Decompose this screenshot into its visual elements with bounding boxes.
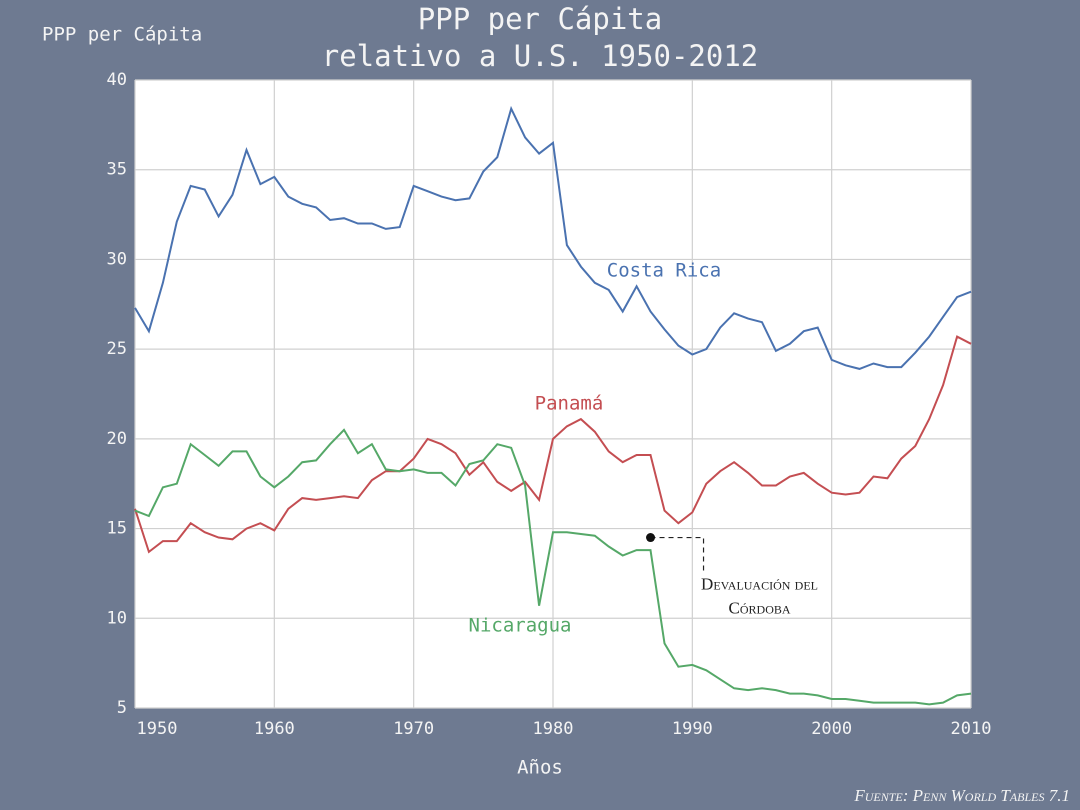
y-tick-label: 15 — [107, 519, 127, 539]
chart-subtitle: relativo a U.S. 1950-2012 — [322, 39, 759, 73]
series-line — [134, 428, 972, 706]
y-tick-label: 25 — [107, 339, 127, 359]
y-tick-label: 10 — [107, 608, 127, 628]
y-tick-label: 35 — [107, 160, 127, 180]
x-tick-label: 1960 — [254, 719, 295, 739]
y-tick-label: 40 — [107, 70, 127, 90]
y-tick-label: 30 — [107, 249, 127, 269]
x-axis-label: Años — [517, 757, 563, 779]
annotation-text: Devaluación del — [701, 574, 818, 593]
chart-title: PPP per Cápita — [418, 2, 662, 36]
source: Fuente: Penn World Tables 7.1 — [853, 786, 1070, 805]
y-axis-label: PPP per Cápita — [42, 24, 202, 46]
series-line — [134, 335, 972, 554]
annotation-text: Córdoba — [729, 598, 791, 617]
x-tick-label: 1990 — [672, 719, 713, 739]
series-line — [134, 105, 972, 370]
x-tick-label: 1970 — [393, 719, 434, 739]
series-label: Costa Rica — [607, 260, 721, 282]
x-tick-label: 1980 — [533, 719, 574, 739]
x-tick-label: 2000 — [811, 719, 852, 739]
y-tick-label: 5 — [117, 698, 127, 718]
x-tick-label: 1950 — [137, 719, 178, 739]
y-tick-label: 20 — [107, 429, 127, 449]
annotation-point — [646, 533, 656, 543]
series-label: Nicaragua — [469, 615, 572, 637]
series-label: Panamá — [535, 393, 604, 415]
x-tick-label: 2010 — [951, 719, 992, 739]
